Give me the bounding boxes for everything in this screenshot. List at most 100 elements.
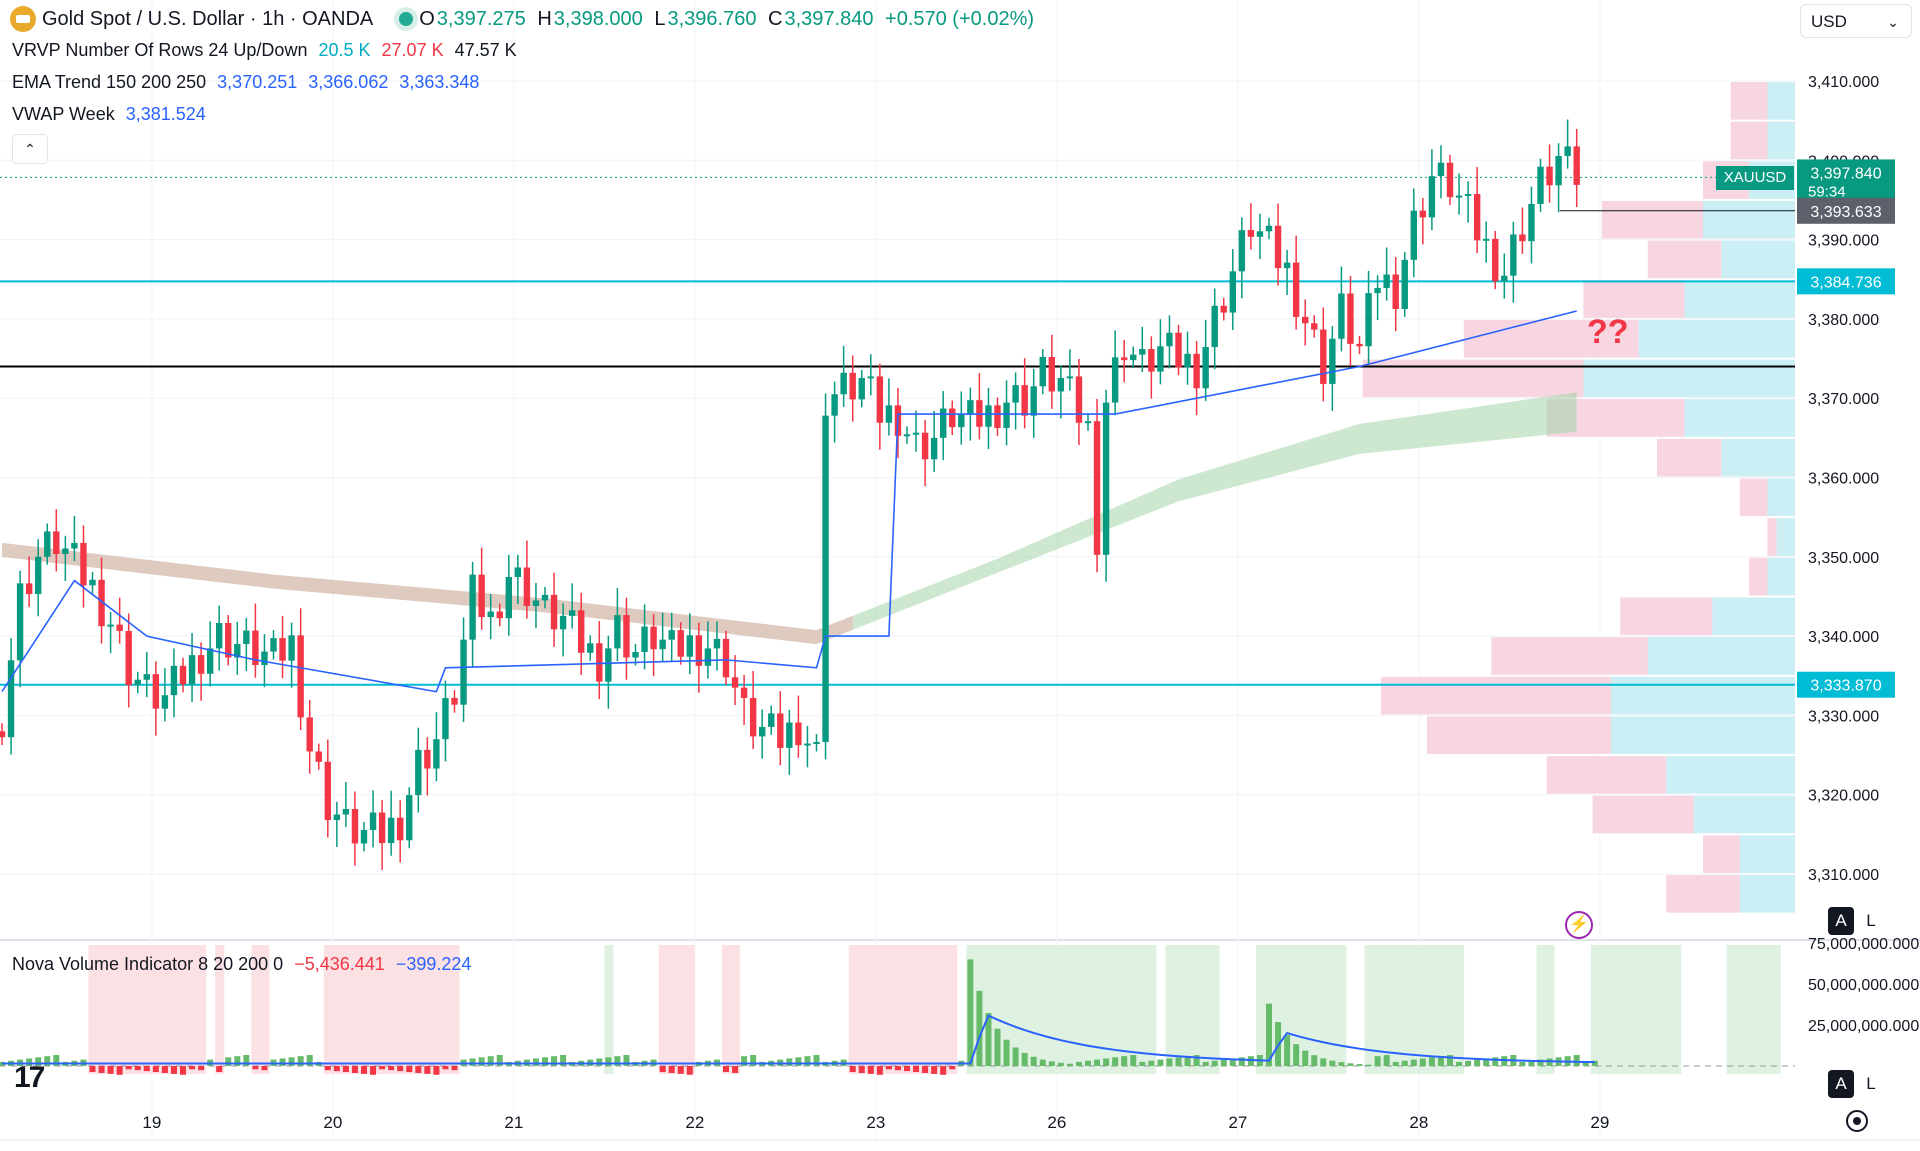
volume-profile-down-bar <box>1592 795 1694 834</box>
time-tick-label: 22 <box>685 1113 704 1132</box>
volume-bar <box>849 1066 856 1073</box>
tradingview-logo[interactable]: 17 <box>14 1061 45 1094</box>
volume-bar <box>125 1066 132 1070</box>
candle-body <box>306 717 313 752</box>
candle-body <box>98 579 105 627</box>
candle-body <box>1184 353 1191 368</box>
candle-body <box>1437 162 1445 177</box>
volume-bar <box>198 1066 205 1071</box>
candle-body <box>1048 356 1055 392</box>
header-legend: Gold Spot / U.S. Dollar · 1h · OANDA O 3,… <box>10 6 1046 32</box>
volume-bar <box>1238 1057 1245 1066</box>
volume-profile-down-bar <box>1362 359 1584 398</box>
volume-bar <box>252 1066 259 1070</box>
volume-auto-scale-button[interactable]: A <box>1828 1070 1854 1098</box>
auto-scale-button[interactable]: A <box>1828 907 1854 935</box>
volume-bar <box>1157 1059 1164 1066</box>
volume-bar <box>442 1066 449 1070</box>
candle-body <box>786 722 793 748</box>
volume-tick-label: 25,000,000.000 <box>1808 1018 1919 1035</box>
candle-body <box>1265 225 1273 232</box>
candle-body <box>1274 225 1282 269</box>
chevron-down-icon: ⌄ <box>1887 14 1899 30</box>
ema-legend[interactable]: EMA Trend 150 200 250 3,370.251 3,366.06… <box>12 72 480 92</box>
time-tick-label: 20 <box>323 1113 342 1132</box>
candle-body <box>53 531 60 555</box>
candle-body <box>1066 376 1074 379</box>
candle-body <box>387 817 395 844</box>
candle-body <box>161 695 169 709</box>
volume-bar <box>623 1055 630 1066</box>
vrvp-legend[interactable]: VRVP Number Of Rows 24 Up/Down 20.5 K 27… <box>12 40 517 60</box>
flash-icon[interactable]: ⚡ <box>1565 911 1593 939</box>
volume-profile-up-bar <box>1647 637 1795 675</box>
candle-body <box>994 405 1001 428</box>
candle-body <box>1410 210 1417 260</box>
candle-body <box>1446 162 1454 198</box>
volume-bar <box>1202 1061 1209 1066</box>
candle-body <box>668 630 675 640</box>
volume-profile-up-bar <box>1739 875 1795 913</box>
volume-bar <box>1456 1061 1463 1066</box>
candle-body <box>1202 347 1209 389</box>
volume-profile-down-bar <box>1730 82 1768 120</box>
candle-body <box>695 635 703 666</box>
candle-body <box>1084 421 1092 424</box>
volume-bar <box>1392 1061 1399 1066</box>
candle-body <box>578 610 585 653</box>
candle-body <box>1003 402 1010 428</box>
candle-body <box>89 579 96 586</box>
candle-body <box>0 731 6 738</box>
volume-profile-down-bar <box>1381 676 1611 715</box>
volume-bar <box>876 1066 883 1075</box>
volume-profile-down-bar <box>1491 637 1648 675</box>
volume-bar <box>985 1013 992 1066</box>
candle-body <box>442 697 449 740</box>
volume-bar <box>1419 1058 1426 1066</box>
symbol-title[interactable]: Gold Spot / U.S. Dollar · 1h · OANDA <box>42 7 374 30</box>
candle-body <box>1012 385 1019 403</box>
volume-bar <box>143 1066 150 1072</box>
volume-profile-up-bar <box>1611 716 1795 755</box>
symbol-price-tag: XAUUSD <box>1716 166 1794 190</box>
candle-body <box>1419 210 1427 218</box>
volume-bar <box>243 1055 250 1066</box>
candle-body <box>903 434 911 437</box>
candle-body <box>1564 146 1571 156</box>
log-scale-button[interactable]: L <box>1858 907 1884 935</box>
volume-log-scale-button[interactable]: L <box>1858 1070 1884 1098</box>
nova-legend[interactable]: Nova Volume Indicator 8 20 200 0 −5,436.… <box>12 954 472 974</box>
candle-body <box>722 638 730 678</box>
candle-body <box>1256 231 1264 237</box>
candle-body <box>1211 305 1218 348</box>
volume-bar <box>931 1066 938 1074</box>
candle-body <box>768 713 775 727</box>
volume-profile-up-bar <box>1712 597 1795 636</box>
volume-profile-down-bar <box>1647 240 1722 279</box>
volume-bar <box>686 1066 693 1075</box>
candle-body <box>35 556 42 595</box>
candle-body <box>704 648 712 666</box>
candle-body <box>541 594 549 601</box>
volume-bar <box>1193 1055 1200 1066</box>
volume-bar <box>53 1055 60 1066</box>
volume-zone <box>1726 945 1781 1074</box>
candle-body <box>985 405 992 427</box>
upper-level-tag: 3,384.736 <box>1810 274 1881 291</box>
volume-profile-down-bar <box>1620 597 1713 636</box>
volume-bar <box>116 1066 123 1075</box>
price-tick-label: 3,320.000 <box>1808 788 1879 805</box>
volume-bar <box>44 1056 51 1066</box>
volume-bar <box>1030 1056 1037 1066</box>
collapse-legend-button[interactable]: ⌃ <box>12 134 48 164</box>
gear-icon[interactable] <box>1846 1110 1868 1132</box>
volume-bar <box>605 1057 612 1066</box>
volume-bar <box>1012 1047 1019 1066</box>
volume-bar <box>1483 1058 1490 1066</box>
vwap-legend[interactable]: VWAP Week 3,381.524 <box>12 104 206 124</box>
candle-body <box>1555 155 1562 186</box>
currency-select[interactable]: USD ⌄ <box>1800 4 1912 38</box>
volume-bar <box>1302 1050 1309 1066</box>
price-tick-label: 3,330.000 <box>1808 708 1879 725</box>
